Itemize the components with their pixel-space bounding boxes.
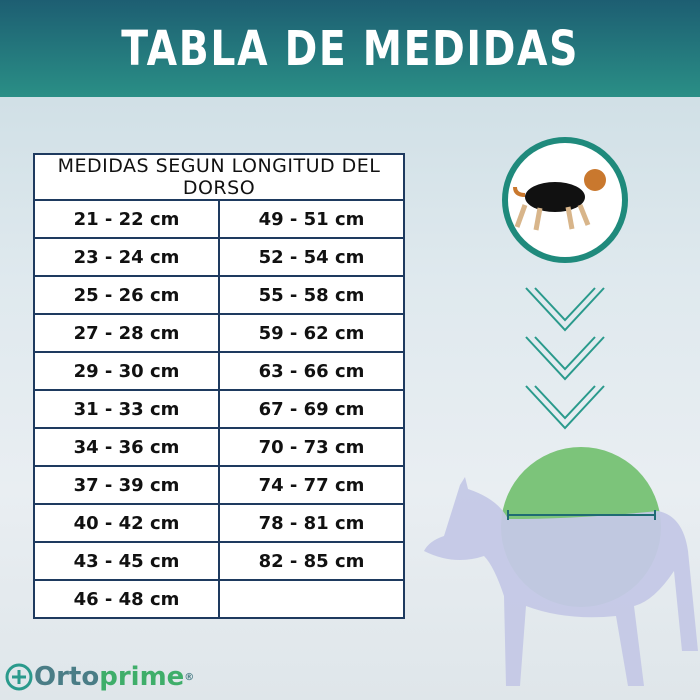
table-cell: 29 - 30 cm bbox=[33, 351, 220, 391]
table-cell: 27 - 28 cm bbox=[33, 313, 220, 353]
table-row: 37 - 39 cm 74 - 77 cm bbox=[33, 465, 405, 505]
logo-mark: ® bbox=[184, 671, 195, 683]
table-cell: 78 - 81 cm bbox=[218, 503, 405, 543]
table-cell: 67 - 69 cm bbox=[218, 389, 405, 429]
table-cell: 31 - 33 cm bbox=[33, 389, 220, 429]
title: TABLA DE MEDIDAS bbox=[121, 20, 579, 77]
table-cell: 55 - 58 cm bbox=[218, 275, 405, 315]
table-cell: 37 - 39 cm bbox=[33, 465, 220, 505]
table-cell: 43 - 45 cm bbox=[33, 541, 220, 581]
table-cell: 49 - 51 cm bbox=[218, 199, 405, 239]
table-cell: 59 - 62 cm bbox=[218, 313, 405, 353]
table-caption: MEDIDAS SEGUN LONGITUD DEL DORSO bbox=[33, 153, 405, 201]
table-cell: 63 - 66 cm bbox=[218, 351, 405, 391]
logo-part: Orto bbox=[34, 662, 100, 692]
table-body: 21 - 22 cm 49 - 51 cm 23 - 24 cm 52 - 54 cm… bbox=[33, 199, 405, 619]
table-row: 43 - 45 cm 82 - 85 cm bbox=[33, 541, 405, 581]
table-row: 40 - 42 cm 78 - 81 cm bbox=[33, 503, 405, 543]
table-cell: 21 - 22 cm bbox=[33, 199, 220, 239]
size-table: MEDIDAS SEGUN LONGITUD DEL DORSO 21 - 22… bbox=[33, 153, 405, 619]
dog-with-coat bbox=[513, 169, 606, 231]
table-row: 34 - 36 cm 70 - 73 cm bbox=[33, 427, 405, 467]
table-cell: 25 - 26 cm bbox=[33, 275, 220, 315]
table-cell: 82 - 85 cm bbox=[218, 541, 405, 581]
table-row: 23 - 24 cm 52 - 54 cm bbox=[33, 237, 405, 277]
chevrons bbox=[525, 287, 605, 430]
table-row: 31 - 33 cm 67 - 69 cm bbox=[33, 389, 405, 429]
logo-icon bbox=[5, 663, 33, 691]
table-row: 46 - 48 cm bbox=[33, 579, 405, 619]
header: TABLA DE MEDIDAS bbox=[0, 0, 700, 97]
logo: Orto prime ® bbox=[4, 662, 194, 692]
table-cell: 70 - 73 cm bbox=[218, 427, 405, 467]
measure-ticks bbox=[507, 510, 656, 520]
table-cell: 34 - 36 cm bbox=[33, 427, 220, 467]
table-cell bbox=[218, 579, 405, 619]
table-cell: 74 - 77 cm bbox=[218, 465, 405, 505]
dog-silhouette bbox=[424, 477, 698, 686]
table-cell: 40 - 42 cm bbox=[33, 503, 220, 543]
table-cell: 46 - 48 cm bbox=[33, 579, 220, 619]
table-cell: 52 - 54 cm bbox=[218, 237, 405, 277]
table-row: 25 - 26 cm 55 - 58 cm bbox=[33, 275, 405, 315]
table-row: 21 - 22 cm 49 - 51 cm bbox=[33, 199, 405, 239]
table-row: 27 - 28 cm 59 - 62 cm bbox=[33, 313, 405, 353]
table-cell: 23 - 24 cm bbox=[33, 237, 220, 277]
logo-part: prime bbox=[99, 662, 185, 692]
table-row: 29 - 30 cm 63 - 66 cm bbox=[33, 351, 405, 391]
